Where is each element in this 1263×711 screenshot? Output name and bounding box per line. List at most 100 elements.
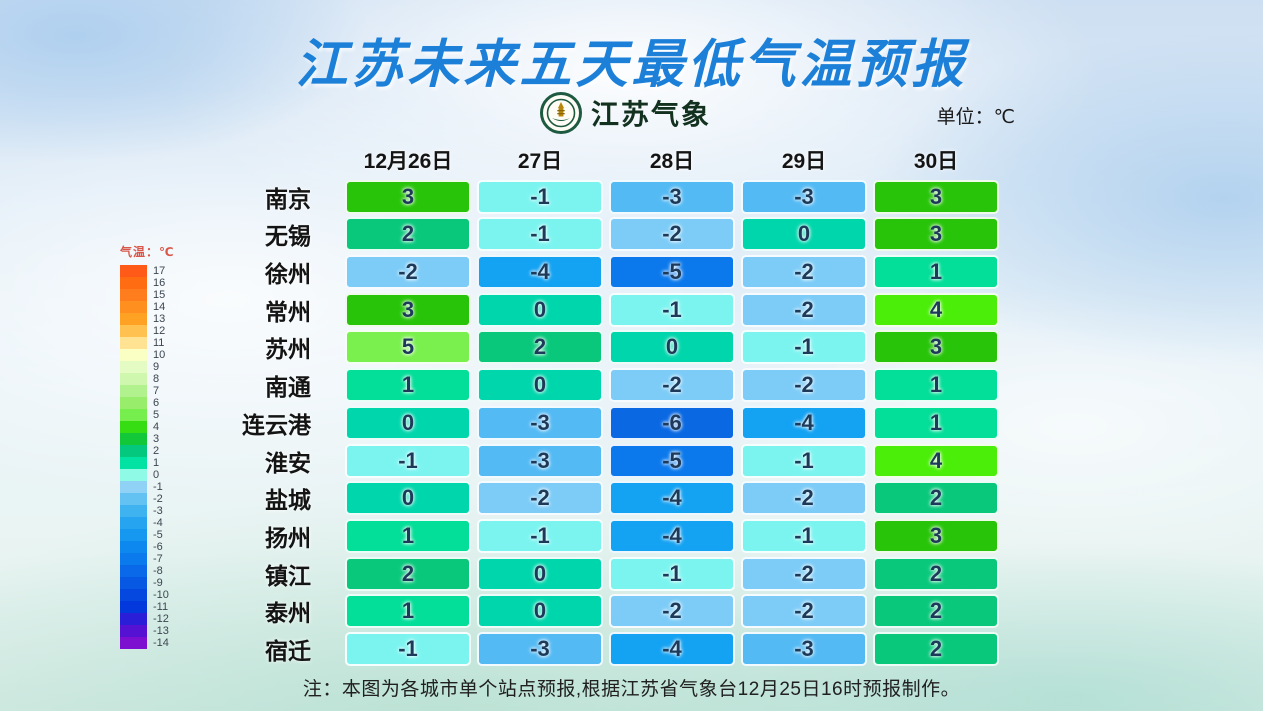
temperature-cell: -2: [609, 217, 735, 252]
legend-entry: 14: [120, 301, 175, 313]
temperature-cell: 1: [873, 255, 999, 290]
city-label: 常州: [265, 298, 311, 325]
legend-entry: -7: [120, 553, 175, 565]
legend-value-label: 10: [153, 349, 166, 361]
temperature-cell: 0: [477, 594, 603, 629]
legend-entry: -2: [120, 493, 175, 505]
legend-swatch: [120, 517, 147, 529]
legend-value-label: 3: [153, 433, 160, 445]
legend-entry: 6: [120, 397, 175, 409]
legend-entry: 15: [120, 289, 175, 301]
legend-swatch: [120, 277, 147, 289]
legend-entry: 1: [120, 457, 175, 469]
unit-label: 单位：℃: [936, 107, 1015, 128]
temperature-cell: -2: [741, 368, 867, 403]
temperature-cell: -1: [345, 443, 471, 478]
temperature-cell: 1: [345, 368, 471, 403]
legend-swatch: [120, 301, 147, 313]
legend-entry: 4: [120, 421, 175, 433]
temperature-cell: 4: [873, 292, 999, 327]
legend-entry: 13: [120, 313, 175, 325]
legend-value-label: 0: [153, 469, 160, 481]
legend-entry: 10: [120, 349, 175, 361]
temperature-cell: 1: [345, 594, 471, 629]
temperature-cell: -1: [477, 217, 603, 252]
legend-swatch: [120, 589, 147, 601]
legend-value-label: -9: [153, 577, 163, 589]
legend-value-label: -2: [153, 493, 163, 505]
legend-entry: -12: [120, 613, 175, 625]
temperature-cell: 2: [873, 556, 999, 591]
legend-entry: -10: [120, 589, 175, 601]
temperature-cell: 1: [873, 405, 999, 440]
city-label: 苏州: [265, 336, 311, 363]
legend-entry: -1: [120, 481, 175, 493]
temperature-cell: -2: [741, 292, 867, 327]
legend-swatch: [120, 505, 147, 517]
temperature-cell: -1: [345, 631, 471, 666]
temperature-cell: 3: [873, 330, 999, 365]
legend-entry: -9: [120, 577, 175, 589]
temperature-cell: 1: [345, 518, 471, 553]
legend-entry: -13: [120, 625, 175, 637]
city-label: 南京: [265, 185, 311, 212]
temperature-cell: 0: [477, 292, 603, 327]
temperature-cell: 2: [345, 556, 471, 591]
meteorology-emblem-icon: [540, 92, 582, 134]
temperature-cell: 0: [477, 368, 603, 403]
legend-swatch: [120, 529, 147, 541]
date-header: 30日: [913, 150, 959, 173]
legend-value-label: -1: [153, 481, 163, 493]
temperature-cell: -5: [609, 443, 735, 478]
legend-entry: 2: [120, 445, 175, 457]
temperature-cell: 0: [345, 405, 471, 440]
legend-entry: 7: [120, 385, 175, 397]
temperature-cell: -1: [477, 518, 603, 553]
legend-swatch: [120, 445, 147, 457]
legend-swatch: [120, 553, 147, 565]
legend-value-label: -11: [153, 601, 169, 613]
temperature-legend: 气温：℃ 17 16 15 14 13 12 11 10 9 8 7 6 5 4 3 2 1 0 -1 -2 -3 -4-…: [120, 243, 175, 649]
legend-entry: 12: [120, 325, 175, 337]
legend-value-label: -12: [153, 613, 169, 625]
temperature-cell: 0: [345, 481, 471, 516]
legend-swatch: [120, 289, 147, 301]
temperature-cell: -4: [609, 481, 735, 516]
legend-value-label: 9: [153, 361, 160, 373]
temperature-cell: -3: [741, 179, 867, 214]
legend-value-label: 11: [153, 337, 165, 349]
legend-swatch: [120, 577, 147, 589]
temperature-cell: -2: [741, 556, 867, 591]
temperature-cell: -4: [609, 631, 735, 666]
temperature-cell: -3: [609, 179, 735, 214]
legend-swatch: [120, 385, 147, 397]
legend-value-label: 1: [153, 457, 160, 469]
temperature-cell: -1: [741, 330, 867, 365]
temperature-cell: 3: [873, 179, 999, 214]
legend-swatch: [120, 481, 147, 493]
legend-value-label: -14: [153, 637, 169, 649]
temperature-cell: -1: [741, 518, 867, 553]
city-label: 盐城: [265, 487, 311, 514]
legend-title: 气温：℃: [120, 245, 175, 259]
legend-value-label: -13: [153, 625, 169, 637]
temperature-cell: -1: [741, 443, 867, 478]
temperature-cell: -1: [609, 556, 735, 591]
date-header: 29日: [781, 150, 827, 173]
legend-swatch: [120, 625, 147, 637]
legend-entry: -5: [120, 529, 175, 541]
temperature-cell: -3: [477, 405, 603, 440]
temperature-cell: 5: [345, 330, 471, 365]
temperature-cell: -2: [609, 368, 735, 403]
legend-entry: 9: [120, 361, 175, 373]
legend-swatch: [120, 469, 147, 481]
temperature-cell: -3: [477, 631, 603, 666]
legend-value-label: -8: [153, 565, 163, 577]
city-label: 徐州: [265, 261, 311, 288]
temperature-cell: 2: [873, 594, 999, 629]
temperature-cell: -2: [741, 255, 867, 290]
temperature-cell: 0: [741, 217, 867, 252]
date-header: 27日: [517, 150, 563, 173]
temperature-cell: 3: [873, 518, 999, 553]
legend-entry: 16: [120, 277, 175, 289]
